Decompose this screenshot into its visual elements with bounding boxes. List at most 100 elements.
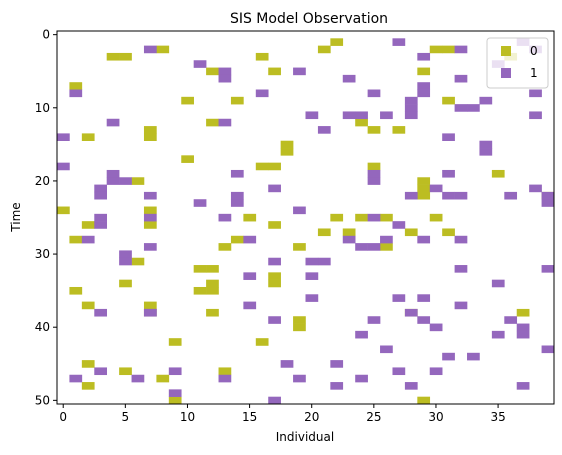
heatmap-cell-state-1 (293, 67, 306, 76)
heatmap-cell-state-1 (243, 272, 257, 280)
heatmap-cell-state-1 (442, 191, 455, 200)
heatmap-cell-state-0 (380, 213, 393, 222)
heatmap-cell-state-1 (280, 360, 294, 368)
heatmap-cell-state-0 (81, 221, 95, 229)
heatmap-cell-state-1 (218, 67, 232, 76)
heatmap-cell-state-0 (417, 67, 431, 76)
heatmap-cell-state-1 (516, 323, 530, 332)
heatmap-cell-state-0 (143, 133, 157, 141)
heatmap-cell-state-1 (193, 199, 207, 207)
heatmap-cell-state-1 (106, 169, 120, 178)
heatmap-cell-state-1 (454, 45, 468, 54)
heatmap-cell-state-0 (143, 206, 157, 215)
heatmap-cell-state-0 (119, 367, 132, 376)
legend-label-1: 1 (530, 66, 538, 80)
heatmap-cell-state-1 (417, 235, 431, 244)
heatmap-cell-state-0 (206, 118, 219, 127)
heatmap-cell-state-0 (342, 228, 356, 237)
heatmap-cell-state-0 (181, 96, 194, 105)
heatmap-cell-state-0 (268, 162, 281, 171)
heatmap-cell-state-1 (529, 89, 542, 98)
heatmap-cell-state-1 (367, 177, 381, 185)
heatmap-cell-state-0 (442, 228, 455, 237)
heatmap-cell-state-1 (516, 382, 530, 390)
heatmap-cell-state-0 (355, 118, 368, 127)
heatmap-cell-state-1 (317, 257, 331, 266)
heatmap-cell-state-0 (131, 257, 145, 266)
heatmap-cell-state-1 (355, 374, 368, 383)
x-tick-label: 30 (428, 410, 443, 424)
heatmap-cell-state-0 (417, 396, 431, 405)
x-axis-label: Individual (276, 430, 334, 444)
y-axis-label: Time (9, 202, 23, 232)
heatmap-cell-state-1 (367, 169, 381, 178)
legend-items: 01 (501, 44, 538, 80)
heatmap-cell-state-0 (206, 279, 219, 288)
heatmap-cell-state-1 (367, 89, 381, 98)
heatmap-cell-state-1 (143, 308, 157, 317)
heatmap-cell-state-1 (69, 374, 83, 383)
heatmap-cell-state-1 (467, 104, 480, 112)
heatmap-cell-state-1 (168, 389, 182, 397)
heatmap-cell-state-1 (230, 169, 244, 178)
heatmap-cell-state-0 (156, 374, 170, 383)
heatmap-cell-state-0 (293, 323, 306, 332)
heatmap-cell-state-1 (305, 257, 319, 266)
heatmap-cell-state-1 (417, 316, 431, 324)
heatmap-cell-state-1 (69, 89, 83, 98)
heatmap-cell-state-0 (69, 286, 83, 295)
heatmap-cell-state-1 (317, 126, 331, 134)
heatmap-cell-state-1 (417, 89, 431, 98)
heatmap-cell-state-0 (255, 338, 269, 346)
heatmap-cell-state-1 (454, 104, 468, 112)
heatmap-cell-state-1 (355, 330, 368, 339)
heatmap-cell-state-0 (57, 206, 70, 215)
heatmap-cell-state-1 (367, 213, 381, 222)
heatmap-cell-state-0 (106, 52, 120, 61)
x-axis-ticks: 0 5 10 15 20 25 30 35 (59, 404, 506, 424)
heatmap-cell-state-0 (81, 301, 95, 310)
heatmap-cell-state-0 (268, 221, 281, 229)
legend-frame (486, 37, 549, 89)
heatmap-cell-state-1 (454, 301, 468, 310)
heatmap-cell-state-1 (417, 82, 431, 90)
heatmap-cell-state-0 (367, 162, 381, 171)
heatmap-cell-state-0 (243, 213, 257, 222)
heatmap-cell-state-0 (268, 279, 281, 288)
heatmap-cell-state-0 (143, 301, 157, 310)
heatmap-cell-state-0 (81, 133, 95, 141)
plot-background (57, 31, 554, 404)
x-tick-label: 35 (490, 410, 505, 424)
heatmap-cell-state-1 (392, 38, 406, 46)
heatmap-cell-state-1 (442, 133, 455, 141)
heatmap-cell-state-1 (293, 374, 306, 383)
heatmap-cell-state-1 (529, 111, 542, 120)
heatmap-cell-state-1 (442, 352, 455, 361)
heatmap-cell-state-1 (143, 45, 157, 54)
heatmap-cell-state-0 (268, 272, 281, 280)
heatmap-cell-state-0 (380, 243, 393, 251)
legend-swatch-1 (501, 68, 511, 78)
heatmap-cell-state-0 (218, 367, 232, 376)
heatmap-cell-state-0 (206, 67, 219, 76)
heatmap-cell-state-0 (193, 286, 207, 295)
heatmap-cell-state-0 (206, 265, 219, 273)
y-axis-ticks: 0 10 20 30 40 50 (35, 28, 57, 407)
heatmap-cell-state-1 (268, 257, 281, 266)
heatmap-cell-state-1 (442, 169, 455, 178)
heatmap-cell-state-0 (355, 213, 368, 222)
heatmap-cell-state-1 (268, 316, 281, 324)
heatmap-cell-state-1 (193, 60, 207, 68)
heatmap-cell-state-1 (467, 352, 480, 361)
heatmap-cell-state-0 (367, 126, 381, 134)
heatmap-cell-state-1 (454, 235, 468, 244)
legend-label-0: 0 (530, 44, 538, 58)
heatmap-cell-state-1 (392, 221, 406, 229)
x-tick-label: 10 (180, 410, 195, 424)
heatmap-cell-state-1 (417, 294, 431, 302)
heatmap-cell-state-1 (94, 191, 108, 200)
heatmap-cell-state-1 (255, 89, 269, 98)
heatmap-cell-state-1 (367, 243, 381, 251)
heatmap-cell-state-0 (317, 228, 331, 237)
heatmap-cell-state-1 (491, 330, 505, 339)
